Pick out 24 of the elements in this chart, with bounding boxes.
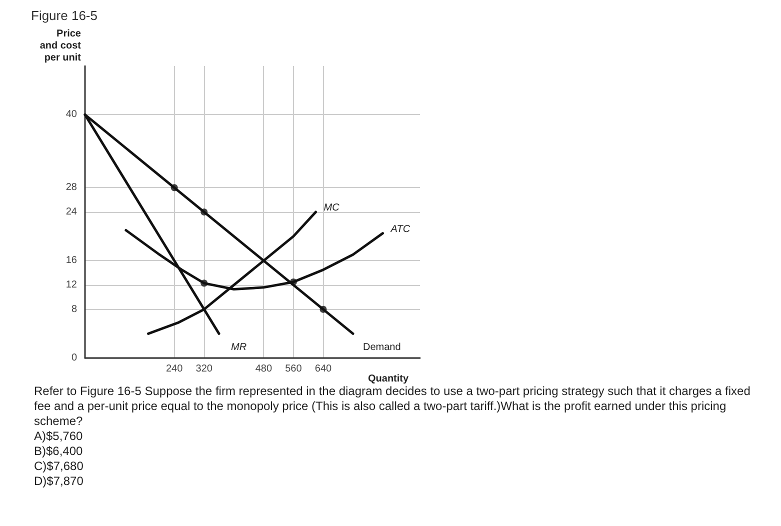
series-label: MC (324, 202, 340, 214)
y-tick-label: 24 (66, 206, 78, 218)
chart-title: Figure 16-5 (31, 8, 98, 23)
y-tick-label: 8 (71, 304, 78, 315)
series-label: ATC (390, 224, 411, 235)
y-tick-label: 40 (66, 109, 78, 120)
y-axis-title: Price and cost per unit (40, 28, 82, 64)
x-tick-label: 560 (285, 364, 302, 374)
series-label: MR (231, 342, 247, 354)
x-tick-label: 320 (196, 364, 213, 374)
text: D)$7,870 (34, 474, 84, 489)
y-tick-label: 0 (71, 352, 78, 364)
series-label: Demand (363, 342, 401, 354)
y-tick-label: 12 (66, 280, 78, 290)
x-tick-label: 480 (255, 364, 272, 374)
text: A)$5,760 (34, 429, 84, 444)
x-axis-title: Quantity (368, 374, 409, 384)
y-tick-label: 16 (66, 255, 78, 266)
x-tick-label: 240 (166, 364, 184, 374)
text: Refer to Figure 16-5 Suppose the firm represented in the diagram decides to use a two-part pricing strategy such that it charges a fixed fee and a per-unit price equal to the monopoly price (This is also called a two-part tariff.)What is the profit earned under this pricing scheme? (34, 384, 752, 429)
x-tick-label: 640 (314, 364, 332, 374)
y-tick-label: 28 (66, 182, 78, 194)
text: B)$6,400 (34, 444, 84, 459)
text: C)$7,680 (34, 459, 84, 474)
